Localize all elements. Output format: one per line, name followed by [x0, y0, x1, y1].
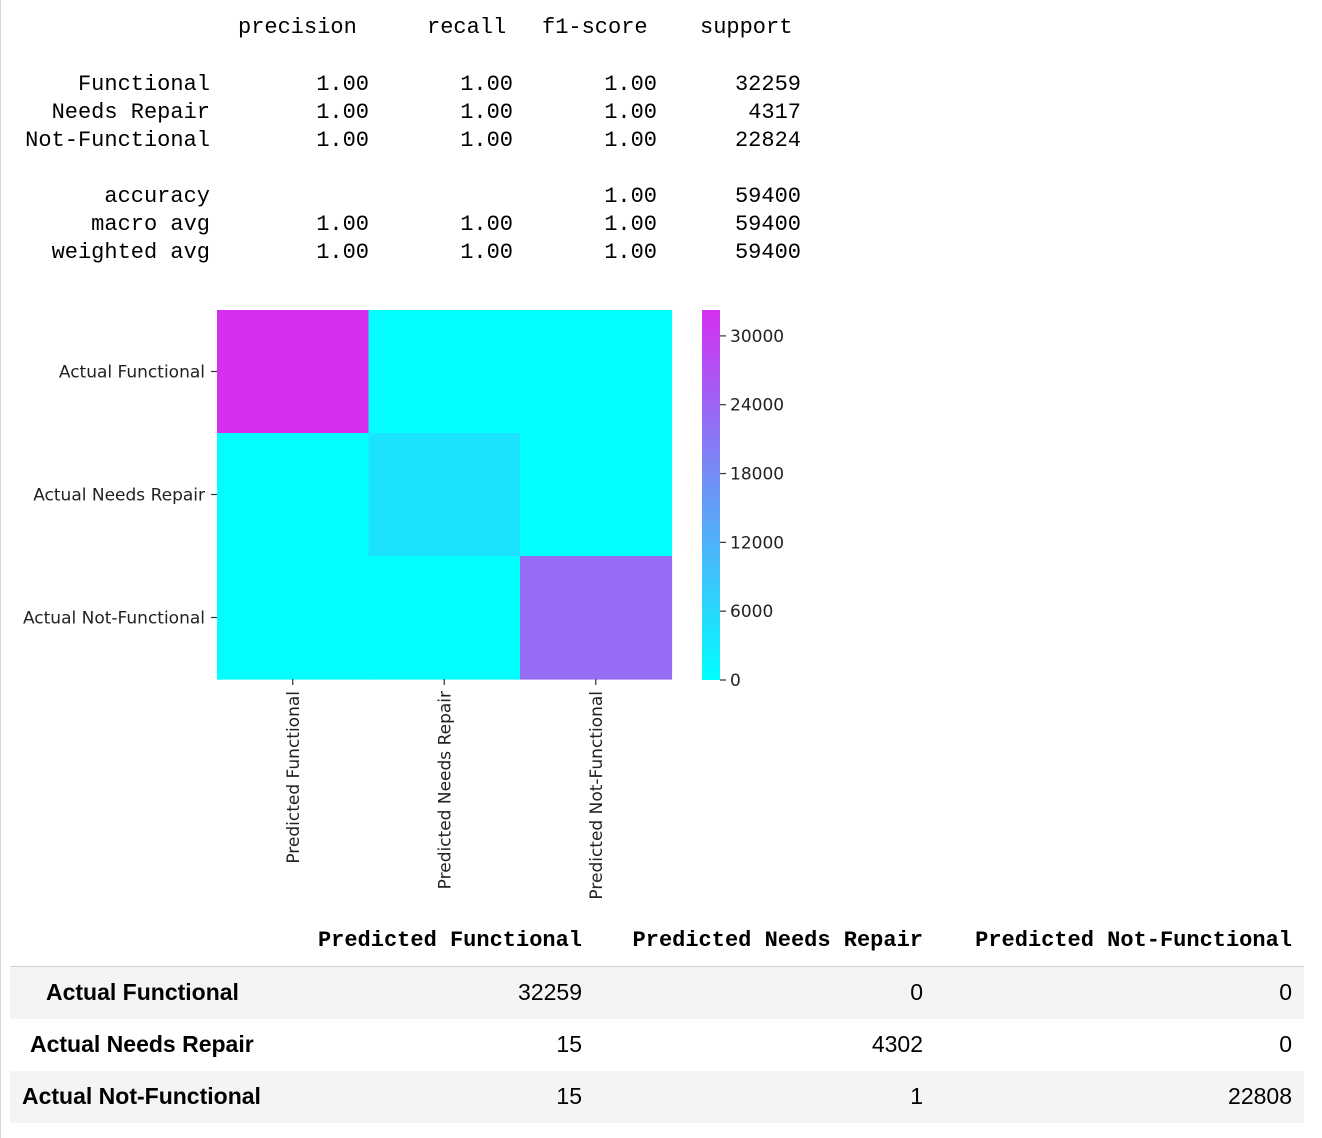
report-summary-label: macro avg [91, 212, 210, 237]
row-label: Actual Not-Functional [22, 1083, 261, 1109]
report-summary-f1: 1.00 [604, 240, 657, 265]
row-label: Actual Functional [46, 979, 239, 1005]
report-row-label: Functional [77, 72, 210, 97]
column-header: Predicted Needs Repair [632, 928, 923, 953]
table-cell: 15 [556, 1031, 582, 1057]
heatmap-cell [217, 556, 370, 680]
report-row-recall: 1.00 [460, 100, 513, 125]
report-row-precision: 1.00 [316, 100, 369, 125]
report-row-recall: 1.00 [460, 72, 513, 97]
y-tick-label: Actual Not-Functional [23, 609, 205, 629]
colorbar-tick-label: 12000 [730, 533, 784, 553]
heatmap-cell [217, 310, 370, 434]
column-header: Predicted Functional [317, 928, 582, 953]
confusion-matrix-heatmap: Actual Functional Actual Needs Repair Actu… [23, 310, 784, 900]
report-row-recall: 1.00 [460, 128, 513, 153]
colorbar-tick-label: 6000 [730, 602, 773, 622]
report-header-recall: recall [427, 15, 507, 40]
report-row-f1: 1.00 [604, 128, 657, 153]
report-summary-recall: 1.00 [460, 240, 513, 265]
table-cell: 15 [556, 1083, 582, 1109]
report-summary-f1: 1.00 [604, 184, 657, 209]
colorbar-tick-label: 0 [730, 671, 741, 691]
report-summary-label: weighted avg [51, 240, 210, 265]
classification-report: precision recall f1-score support Functi… [0, 0, 1322, 280]
report-header-support: support [700, 15, 793, 40]
report-summary-support: 59400 [734, 184, 801, 209]
x-tick-label: Predicted Needs Repair [435, 691, 455, 889]
report-summary-precision: 1.00 [316, 212, 369, 237]
row-label: Actual Needs Repair [30, 1031, 254, 1057]
heatmap-cell [368, 310, 521, 434]
report-summary-support: 59400 [734, 212, 801, 237]
table-row: Actual Needs Repair 15 4302 0 [10, 1019, 1304, 1071]
report-header-precision: precision [238, 15, 357, 40]
column-header: Predicted Not-Functional [975, 928, 1292, 953]
report-summary-label: accuracy [104, 184, 210, 209]
report-summary-recall: 1.00 [460, 212, 513, 237]
table-cell: 0 [1279, 979, 1292, 1005]
table-cell: 0 [1279, 1031, 1292, 1057]
report-summary-precision: 1.00 [316, 240, 369, 265]
table-cell: 22808 [1228, 1083, 1292, 1109]
report-row-support: 32259 [734, 72, 801, 97]
report-row-label: Needs Repair [51, 100, 210, 125]
table-cell: 0 [910, 979, 923, 1005]
x-tick-label: Predicted Functional [284, 691, 304, 864]
colorbar-tick-label: 24000 [730, 396, 784, 416]
y-tick-label: Actual Functional [59, 363, 205, 383]
report-row-support: 4317 [748, 100, 801, 125]
confusion-matrix-table: Predicted Functional Predicted Needs Rep… [10, 922, 1304, 1123]
table-row: Actual Functional 32259 0 0 [10, 967, 1304, 1019]
colorbar [702, 310, 720, 680]
report-row-support: 22824 [734, 128, 801, 153]
report-header-f1: f1-score [542, 15, 648, 40]
report-summary-support: 59400 [734, 240, 801, 265]
table-row: Actual Not-Functional 15 1 22808 [10, 1071, 1304, 1123]
heatmap-cell [368, 433, 521, 557]
left-border [0, 0, 1, 1138]
report-summary-f1: 1.00 [604, 212, 657, 237]
table-cell: 1 [910, 1083, 923, 1109]
report-row-label: Not-Functional [25, 128, 210, 153]
report-row-precision: 1.00 [316, 128, 369, 153]
table-header: Predicted Functional Predicted Needs Rep… [10, 922, 1304, 967]
report-row-f1: 1.00 [604, 72, 657, 97]
heatmap-cell [520, 433, 673, 557]
heatmap-cell [520, 556, 673, 680]
table-cell: 4302 [871, 1031, 923, 1057]
y-tick-label: Actual Needs Repair [33, 486, 205, 506]
heatmap-cell [368, 556, 521, 680]
colorbar-tick-label: 30000 [730, 327, 784, 347]
report-row-precision: 1.00 [316, 72, 369, 97]
report-row-f1: 1.00 [604, 100, 657, 125]
colorbar-tick-label: 18000 [730, 465, 784, 485]
x-tick-label: Predicted Not-Functional [587, 691, 607, 900]
heatmap-cell [520, 310, 673, 434]
table-cell: 32259 [518, 979, 582, 1005]
heatmap-cell [217, 433, 370, 557]
